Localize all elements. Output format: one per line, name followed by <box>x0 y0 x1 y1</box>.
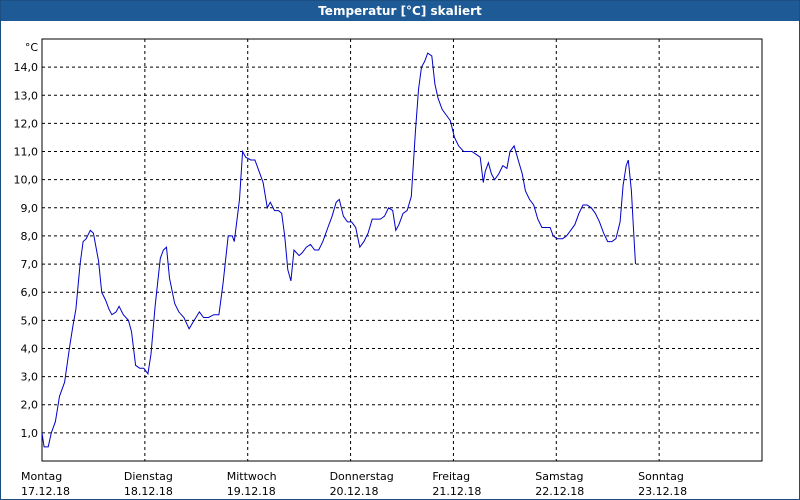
y-tick-label: 4,0 <box>21 342 39 355</box>
plot-area <box>41 38 763 462</box>
y-tick-label: 3,0 <box>21 371 39 384</box>
x-tick-date-label: 20.12.18 <box>330 485 379 498</box>
x-tick-day-label: Freitag <box>432 470 470 483</box>
x-tick-date-label: 21.12.18 <box>432 485 481 498</box>
temperature-series-line <box>41 52 636 448</box>
y-tick-label: 13,0 <box>14 89 39 102</box>
y-tick-label: 6,0 <box>21 286 39 299</box>
x-tick-day-label: Montag <box>21 470 62 483</box>
x-tick-date-label: 23.12.18 <box>638 485 687 498</box>
y-tick-label: 8,0 <box>21 230 39 243</box>
x-tick-day-label: Mittwoch <box>227 470 277 483</box>
grid <box>42 39 762 461</box>
x-tick-date-label: 17.12.18 <box>21 485 70 498</box>
x-axis-ticks: Montag 17.12.18 Dienstag 18.12.18 Mittwoch 19… <box>21 470 687 498</box>
y-tick-label: 7,0 <box>21 258 39 271</box>
x-tick-date-label: 18.12.18 <box>124 485 173 498</box>
y-tick-label: 11,0 <box>14 146 39 159</box>
y-axis-label: °C <box>25 41 39 54</box>
y-tick-label: 14,0 <box>14 61 39 74</box>
y-tick-label: 10,0 <box>14 174 39 187</box>
y-tick-label: 12,0 <box>14 117 39 130</box>
x-tick-day-label: Donnerstag <box>330 470 394 483</box>
y-tick-label: 2,0 <box>21 399 39 412</box>
x-tick-day-label: Dienstag <box>124 470 173 483</box>
x-tick-date-label: 19.12.18 <box>227 485 276 498</box>
window-title: Temperatur [°C] skaliert <box>1 1 799 21</box>
x-tick-day-label: Sonntag <box>638 470 684 483</box>
y-tick-label: 5,0 <box>21 314 39 327</box>
y-tick-label: 9,0 <box>21 202 39 215</box>
y-tick-label: 1,0 <box>21 427 39 440</box>
x-tick-day-label: Samstag <box>535 470 583 483</box>
y-axis-ticks: 1,0 2,0 3,0 4,0 5,0 6,0 7,0 8,0 9,0 10,0 11,0 12,0 1… <box>14 61 39 440</box>
x-tick-date-label: 22.12.18 <box>535 485 584 498</box>
